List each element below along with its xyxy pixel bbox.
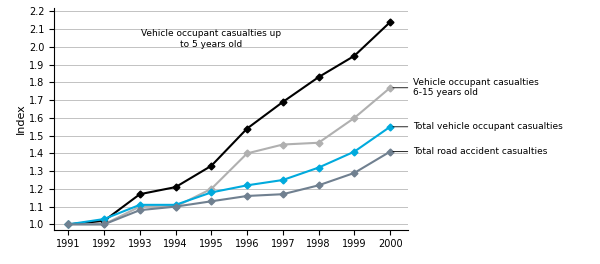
Text: Total vehicle occupant casualties: Total vehicle occupant casualties [393,122,563,131]
Text: Vehicle occupant casualties up
to 5 years old: Vehicle occupant casualties up to 5 year… [141,29,281,49]
Text: Vehicle occupant casualties
6-15 years old: Vehicle occupant casualties 6-15 years o… [393,78,539,97]
Text: Total road accident casualties: Total road accident casualties [393,147,548,156]
Y-axis label: Index: Index [16,103,26,134]
